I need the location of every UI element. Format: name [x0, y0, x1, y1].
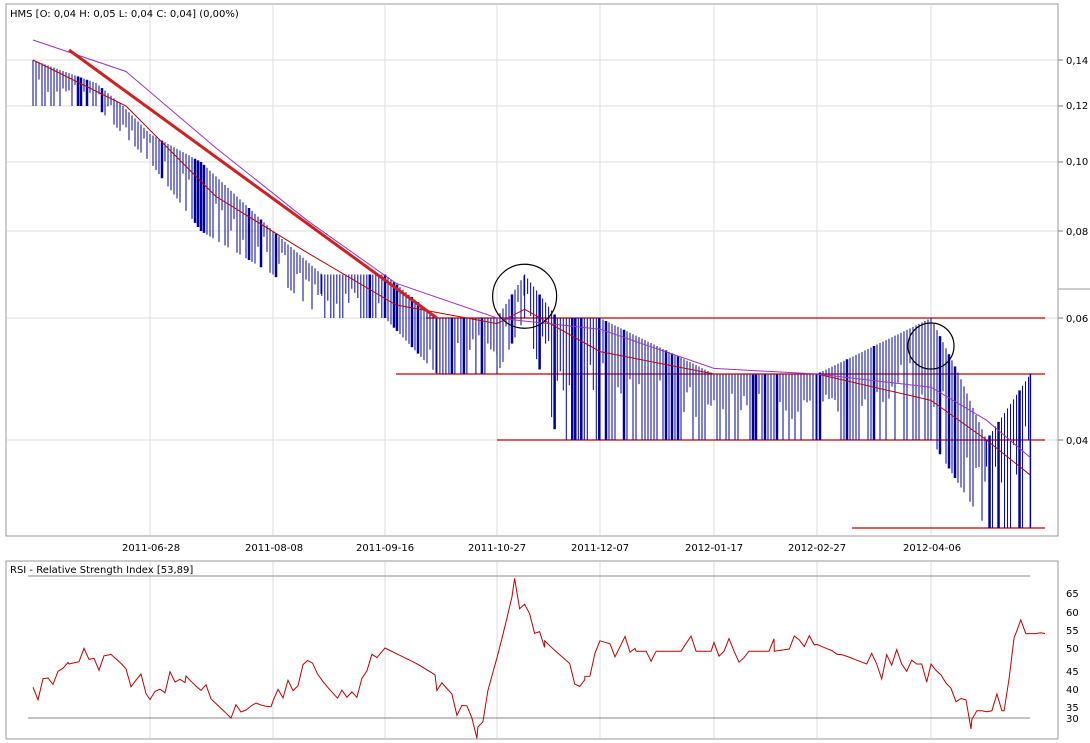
- annotation-circle: [492, 263, 558, 329]
- rsi-line: [32, 578, 1046, 739]
- y-tick-label: 0,14: [1066, 56, 1088, 67]
- rsi-chart-header: RSI - Relative Strength Index [53,89]: [10, 565, 193, 576]
- moving-average-1-line: [32, 59, 1031, 476]
- main-chart-header: HMS [O: 0,04 H: 0,05 L: 0,04 C: 0,04] (0…: [10, 9, 239, 20]
- trend-line: [68, 48, 438, 320]
- y-tick-label: 0,04: [1066, 436, 1088, 447]
- annotation-circles: [492, 263, 955, 370]
- trend-line-group: [68, 48, 438, 320]
- y-tick-label: 0,06: [1066, 314, 1088, 325]
- rsi-grid: [28, 562, 1030, 738]
- rsi-y-tick-label: 35: [1066, 703, 1079, 714]
- moving-averages: [32, 39, 1031, 476]
- x-tick-label: 2011-06-28: [122, 543, 180, 554]
- x-tick-label: 2012-02-27: [788, 543, 846, 554]
- x-tick-label: 2011-08-08: [245, 543, 303, 554]
- price-bars: [32, 60, 1032, 528]
- rsi-series: [32, 578, 1046, 739]
- x-tick-label: 2011-09-16: [356, 543, 414, 554]
- rsi-y-tick-label: 30: [1066, 714, 1079, 725]
- rsi-y-tick-label: 40: [1066, 685, 1079, 696]
- rsi-y-tick-label: 50: [1066, 644, 1079, 655]
- y-tick-label: 0,10: [1066, 157, 1088, 168]
- x-tick-label: 2011-12-07: [571, 543, 629, 554]
- main-panel-frame: [5, 3, 1059, 537]
- annotation-circle: [907, 322, 955, 370]
- y-tick-label: 0,12: [1066, 101, 1088, 112]
- rsi-panel-frame: [5, 560, 1059, 740]
- x-tick-label: 2011-10-27: [468, 543, 526, 554]
- x-tick-label: 2012-04-06: [903, 543, 961, 554]
- rsi-y-tick-label: 55: [1066, 626, 1079, 637]
- y-tick-label: 0,08: [1066, 227, 1088, 238]
- rsi-y-tick-label: 60: [1066, 608, 1079, 619]
- x-tick-label: 2012-01-17: [685, 543, 743, 554]
- rsi-y-tick-label: 45: [1066, 667, 1079, 678]
- moving-average-2-line: [32, 39, 1031, 458]
- rsi-y-tick-label: 65: [1066, 589, 1079, 600]
